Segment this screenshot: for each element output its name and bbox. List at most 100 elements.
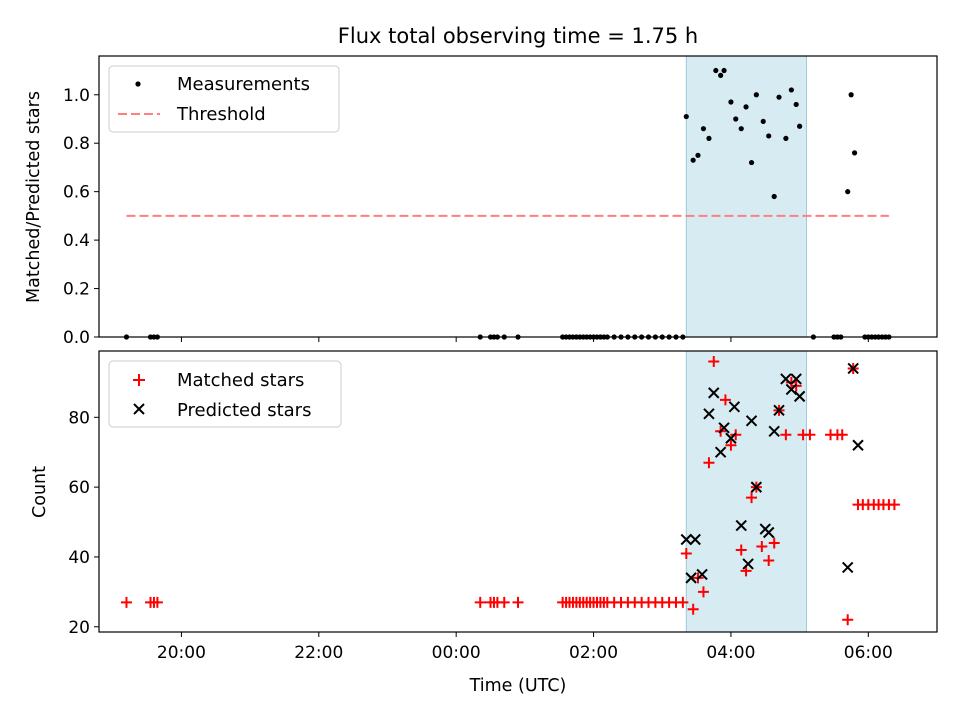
x-tick-label: 22:00 [294,643,343,663]
measurement-point [793,101,799,108]
predicted-star-point [763,526,775,539]
predicted-stars-points [680,362,864,584]
predicted-star-point [735,519,747,532]
matched-star-point [680,547,692,559]
y-tick-label: 40 [68,548,90,568]
top-panel: 0.0 0.2 0.4 0.6 0.8 1.0 Matched/Predicted sta… [24,55,938,348]
legend-matched-label: Matched stars [177,370,304,391]
matched-star-point [836,429,848,441]
legend-predicted-marker [133,403,145,415]
y-tick-label: 0.8 [63,134,90,154]
matched-star-point [120,596,132,608]
bottom-y-ticks: 20 40 60 80 [68,408,99,638]
top-panel-frame [98,55,938,338]
x-tick-label: 00:00 [432,643,481,663]
predicted-star-point [750,481,763,493]
measurement-point [706,135,712,141]
measurement-point [713,67,719,74]
predicted-star-point [714,446,727,458]
predicted-star-point [742,558,754,570]
measurement-point [690,157,696,163]
predicted-star-point [696,568,708,581]
bottom-legend-box [108,360,342,428]
bottom-panel-span [685,350,807,633]
x-tick-label: 02:00 [569,643,618,663]
y-tick-label: 1.0 [63,86,90,106]
matched-star-point [498,596,510,608]
measurement-point [718,72,724,78]
legend-threshold-label: Threshold [176,104,266,125]
matched-star-point [888,499,900,511]
matched-star-point [151,596,163,608]
matched-star-point [708,355,720,367]
predicted-star-point [773,404,785,417]
matched-star-point [474,596,486,608]
measurement-point [845,189,851,195]
predicted-star-point [847,362,859,375]
predicted-star-point [780,373,792,385]
y-tick-label: 0.6 [63,183,90,203]
matched-star-point [763,554,775,566]
legend-measurements-label: Measurements [177,74,310,95]
top-panel-span [685,55,807,338]
top-legend-box [108,65,340,133]
measurement-point [771,193,777,200]
predicted-star-point [768,425,780,437]
matched-star-point [677,596,689,608]
measurement-point [733,116,739,122]
x-axis-label: Time (UTC) [469,676,567,696]
matched-star-point [756,540,768,552]
figure-title: Flux total observing time = 1.75 h [338,24,698,48]
predicted-star-point [852,439,864,451]
matched-stars-points [120,355,900,626]
y-tick-label: 80 [68,408,90,428]
measurement-point [728,99,734,105]
matched-star-point [719,394,731,406]
predicted-star-point [793,390,806,403]
measurement-point [695,152,701,158]
bottom-legend: Matched stars Predicted stars [108,360,342,428]
bottom-y-axis-label: Count [30,466,50,518]
matched-star-point [780,429,792,441]
measurement-point [748,159,755,166]
matched-star-point [725,439,737,451]
matched-star-point [842,614,854,626]
measurement-point [700,126,707,132]
measurement-point [766,133,772,139]
measurement-point [848,92,854,98]
predicted-star-point [790,373,802,385]
y-tick-label: 60 [68,478,90,498]
measurement-point [783,135,789,141]
matched-star-point [697,586,709,598]
measurement-point [851,150,858,156]
legend-predicted-label: Predicted stars [177,400,311,421]
predicted-star-point [841,561,854,574]
matched-star-point [768,537,780,549]
y-tick-label: 0.2 [63,280,90,300]
predicted-star-point [745,415,758,427]
measurement-point [753,92,759,98]
measurement-point [683,113,689,120]
y-tick-label: 0.0 [63,328,90,348]
bottom-panel-frame [98,350,938,633]
predicted-star-point [708,387,720,399]
predicted-star-point [718,422,730,434]
x-tick-label: 04:00 [706,643,755,663]
legend-matched-marker [133,374,145,386]
measurement-point [760,118,766,125]
measurement-point [743,104,749,110]
predicted-star-point [680,533,692,546]
y-tick-label: 0.4 [63,231,90,251]
matched-star-point [735,544,747,556]
top-y-ticks: 0.0 0.2 0.4 0.6 0.8 1.0 [63,86,99,348]
matched-star-point [746,492,758,504]
matched-star-point [703,457,715,469]
predicted-star-point [689,533,701,546]
top-y-axis-label: Matched/Predicted stars [24,91,44,303]
measurement-point [738,126,744,132]
top-x-ticks [180,337,869,342]
x-tick-label: 06:00 [844,643,893,663]
y-tick-label: 20 [68,618,90,638]
